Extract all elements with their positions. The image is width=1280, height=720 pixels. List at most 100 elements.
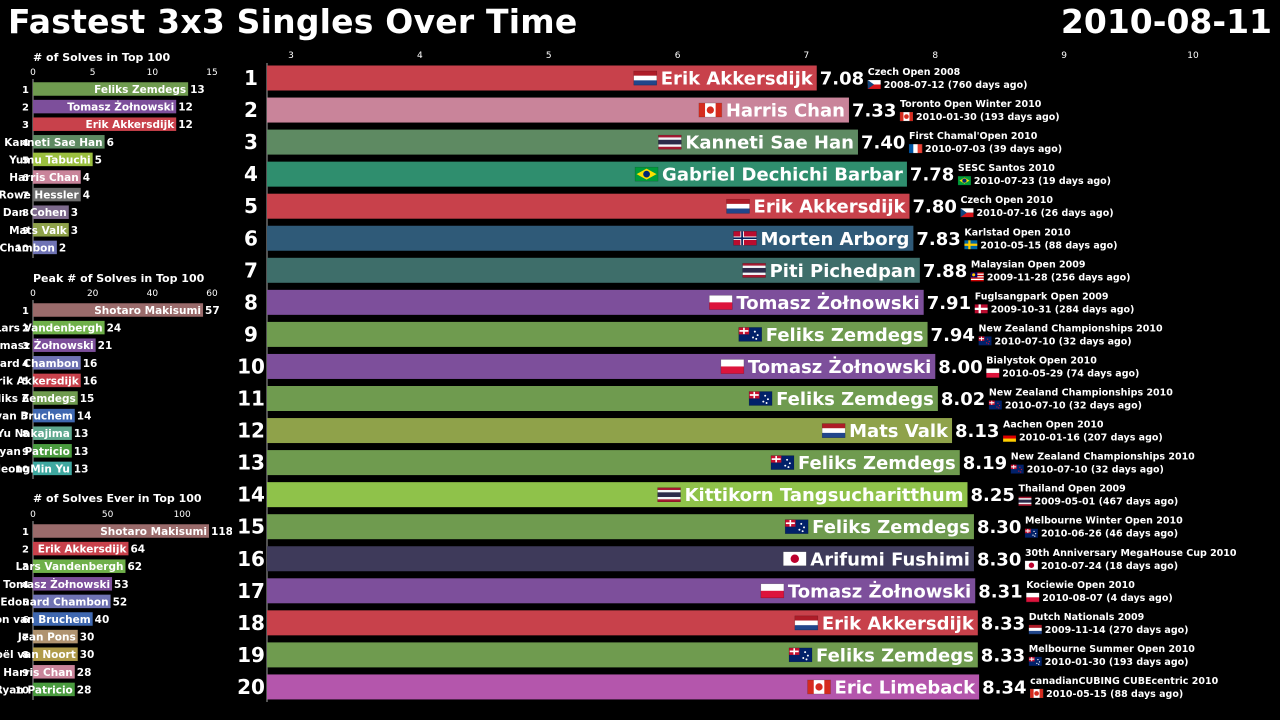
bar-name-label: Tomasz Żołnowski <box>736 292 919 314</box>
side-bar-row: 10Edouard Chambon 2 <box>0 240 66 255</box>
bar-name-label: Eric Limeback <box>835 677 977 698</box>
comp-flag-icon <box>957 175 972 186</box>
rank-label: 3 <box>244 130 258 154</box>
bar-name-label: Feliks Zemdegs <box>0 393 76 405</box>
bar-name-label: Ryan Patricio <box>0 684 73 696</box>
comp-flag-icon <box>1024 528 1039 538</box>
competition-label: Kociewie Open 2010 <box>1026 580 1135 591</box>
rank-label: 7 <box>22 191 29 202</box>
rank-label: 2 <box>22 324 29 335</box>
bar-value-label: 53 <box>114 579 129 591</box>
rank-label: 8 <box>244 290 258 314</box>
bar <box>33 187 81 202</box>
bar <box>267 257 920 283</box>
rank-label: 9 <box>22 226 29 237</box>
flag-icon <box>658 134 682 150</box>
bar-name-label: Shotaro Makisumi <box>100 526 207 538</box>
bar-name-label: Shotaro Makisumi <box>94 305 201 317</box>
bar-value-label: 7.88 <box>923 261 967 282</box>
bar-name-label: Tomasz Żołnowski <box>3 577 110 591</box>
rank-label: 10 <box>15 685 29 696</box>
bar-name-label: Erik Akkersdijk <box>754 197 907 218</box>
competition-date-label: 2009-05-01 (467 days ago) <box>1035 497 1179 508</box>
bar-row: 18 Erik Akkersdijk 8.33 Dutch Nationals 200… <box>237 610 1189 636</box>
bar <box>267 161 907 187</box>
bar <box>267 386 938 411</box>
bar <box>33 223 69 237</box>
bar-name-label: Piti Pichedpan <box>770 261 916 282</box>
flag-icon <box>726 198 750 214</box>
bar-value-label: 12 <box>178 119 193 131</box>
bar-name-label: Erik Akkersdijk <box>0 375 80 387</box>
competition-label: Dutch Nationals 2009 <box>1029 612 1144 623</box>
bar-name-label: Erik Akkersdijk <box>661 69 814 90</box>
rank-label: 6 <box>244 226 258 250</box>
bar <box>33 240 57 255</box>
bar-name-label: Harris Chan <box>3 667 72 679</box>
bar-value-label: 7.33 <box>852 101 896 122</box>
tick-label: 20 <box>87 289 99 299</box>
flag-icon <box>784 519 809 534</box>
rank-label: 6 <box>22 173 29 184</box>
rank-label: 9 <box>22 447 29 458</box>
bar <box>33 461 72 476</box>
competition-label: canadianCUBING CUBEcentric 2010 <box>1030 676 1218 687</box>
bar-name-label: Tomasz Żołnowski <box>748 356 931 378</box>
side-bar-row: 4Edouard Chambon 16 <box>0 356 97 370</box>
bar <box>267 450 960 476</box>
competition-label: SESC Santos 2010 <box>958 163 1055 174</box>
rank-label: 8 <box>22 208 29 219</box>
bar <box>267 193 910 219</box>
bar <box>33 303 204 317</box>
tick-label: 10 <box>1187 51 1199 61</box>
rank-label: 3 <box>22 341 29 352</box>
tick-label: 6 <box>675 51 681 61</box>
bar-name-label: Yu Nakajima <box>0 428 70 440</box>
bar <box>267 97 849 123</box>
bar-name-label: Erik Akkersdijk <box>38 544 128 556</box>
bar-name-label: Ron van Bruchem <box>0 614 91 626</box>
tick-label: 5 <box>90 68 96 78</box>
bar-value-label: 7.94 <box>931 325 975 346</box>
rank-label: 3 <box>22 562 29 573</box>
bar-value-label: 4 <box>83 172 90 184</box>
bar-name-label: Feliks Zemdegs <box>94 84 186 96</box>
bar-name-label: Harris Chan <box>726 101 845 122</box>
flag-icon <box>788 647 813 663</box>
bar <box>33 541 129 556</box>
rank-label: 2 <box>244 98 258 122</box>
competition-label: Thailand Open 2009 <box>1019 484 1126 495</box>
bar-row: 15 Feliks Zemdegs 8.30 Melbourne Winter Ope… <box>237 514 1183 540</box>
bar-value-label: 13 <box>74 463 89 475</box>
comp-flag-icon <box>1010 464 1025 474</box>
competition-date-label: 2010-07-23 (19 days ago) <box>974 176 1111 187</box>
competition-date-label: 2010-06-26 (46 days ago) <box>1041 529 1178 540</box>
competition-label: Czech Open 2008 <box>868 67 961 78</box>
bar-name-label: Feliks Zemdegs <box>798 453 956 474</box>
rank-label: 13 <box>237 451 265 475</box>
rank-label: 5 <box>22 155 29 166</box>
rank-label: 9 <box>22 668 29 679</box>
flag-icon <box>634 166 659 182</box>
bar-value-label: 8.30 <box>977 517 1021 538</box>
bar-value-label: 12 <box>178 102 193 114</box>
competition-date-label: 2009-10-31 (284 days ago) <box>991 304 1135 315</box>
competition-label: Czech Open 2010 <box>961 195 1054 206</box>
bar-name-label: Gabriel Dechichi Barbar <box>662 165 903 186</box>
bar <box>33 373 81 388</box>
bar <box>33 82 189 96</box>
rank-label: 6 <box>22 394 29 405</box>
bar <box>33 99 177 114</box>
flag-icon <box>760 583 785 599</box>
bar-value-label: 30 <box>80 632 95 644</box>
bar-row: 3 Kanneti Sae Han 7.40 First Chamal'Open 20… <box>244 129 1062 155</box>
bar <box>267 674 980 700</box>
tick-label: 8 <box>932 51 938 61</box>
rank-label: 5 <box>22 376 29 387</box>
competition-date-label: 2010-05-29 (74 days ago) <box>1002 368 1139 379</box>
bar-value-label: 8.30 <box>977 549 1021 570</box>
